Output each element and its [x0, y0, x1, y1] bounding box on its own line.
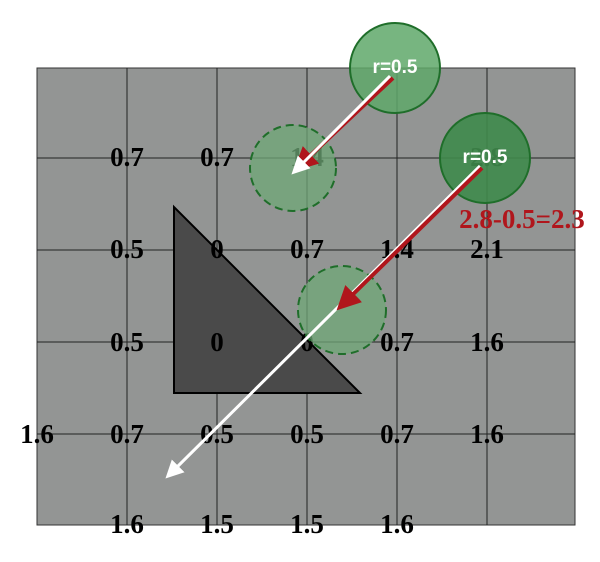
- distance-value: 2.1: [470, 234, 504, 264]
- distance-value: 1.6: [380, 509, 414, 539]
- distance-value: 1.5: [290, 509, 324, 539]
- distance-value: 1.6: [470, 419, 504, 449]
- ghost-circle: [249, 124, 337, 212]
- distance-value: 0.7: [110, 419, 144, 449]
- white-arrow: [165, 164, 482, 479]
- distance-value: 0.7: [380, 419, 414, 449]
- red-arrow: [336, 166, 484, 311]
- circle: [349, 22, 441, 114]
- distance-value: 0.7: [380, 327, 414, 357]
- distance-value: 1.6: [20, 419, 54, 449]
- annotation: 2.8-0.5=2.3: [459, 204, 585, 234]
- white-arrow: [291, 74, 392, 175]
- distance-value: 0.7: [290, 234, 324, 264]
- distance-value: 1.6: [110, 509, 144, 539]
- distance-value: 0.7: [200, 142, 234, 172]
- ghost-circle: [297, 265, 387, 355]
- triangle: [173, 204, 363, 394]
- distance-value: 0: [210, 327, 224, 357]
- distance-value: 1.5: [200, 509, 234, 539]
- distance-value: 0.7: [110, 142, 144, 172]
- distance-value: 0.5: [200, 419, 234, 449]
- distance-value: 1.6: [470, 327, 504, 357]
- distance-value: 0.5: [110, 234, 144, 264]
- radius-label: r=0.5: [463, 147, 508, 168]
- circle: [439, 112, 531, 204]
- distance-value: 0.5: [290, 419, 324, 449]
- radius-label: r=0.5: [373, 57, 418, 78]
- distance-value: 0: [210, 234, 224, 264]
- distance-value: 0.5: [110, 327, 144, 357]
